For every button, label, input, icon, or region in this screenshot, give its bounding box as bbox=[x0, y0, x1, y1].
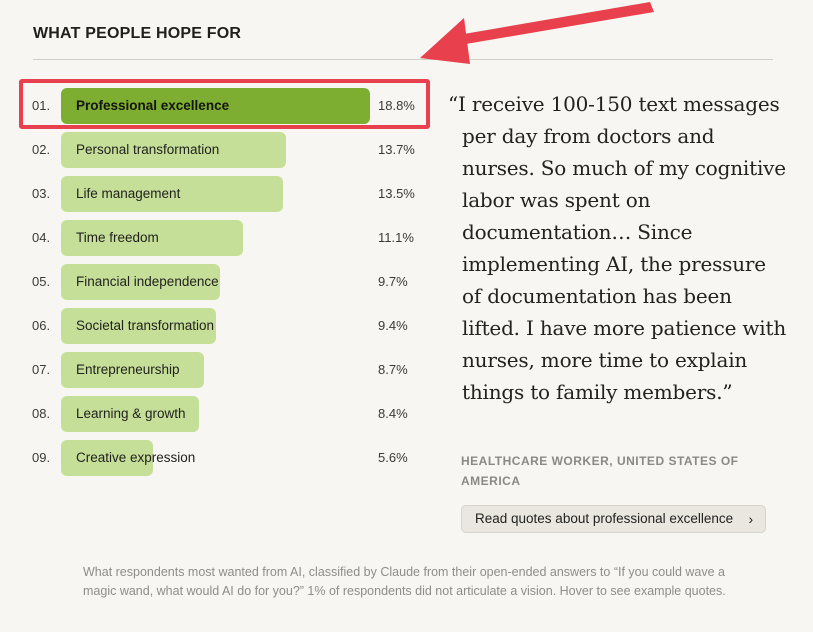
bar-row[interactable]: 02. Personal transformation 13.7% bbox=[0, 132, 440, 168]
bar-label: Life management bbox=[76, 186, 181, 201]
chevron-right-icon: › bbox=[748, 511, 754, 527]
bar-rank: 06. bbox=[32, 318, 51, 333]
bar-rank: 05. bbox=[32, 274, 51, 289]
bar-row[interactable]: 07. Entrepreneurship 8.7% bbox=[0, 352, 440, 388]
bar-label: Personal transformation bbox=[76, 142, 220, 157]
title-divider bbox=[33, 59, 773, 60]
read-quotes-button-label: Read quotes about professional excellenc… bbox=[475, 511, 734, 526]
bar[interactable] bbox=[61, 440, 153, 476]
bar[interactable] bbox=[61, 308, 216, 344]
bar-row[interactable]: 09. Creative expression 5.6% bbox=[0, 440, 440, 476]
bar-value-label: 18.8% bbox=[378, 98, 415, 113]
arrow-head bbox=[420, 18, 470, 64]
bar-label: Entrepreneurship bbox=[76, 362, 180, 377]
bar-value-label: 8.4% bbox=[378, 406, 408, 421]
bar-row[interactable]: 04. Time freedom 11.1% bbox=[0, 220, 440, 256]
bar[interactable] bbox=[61, 220, 243, 256]
quote-text: “I receive 100-150 text messages per day… bbox=[448, 92, 787, 404]
bar-value-label: 8.7% bbox=[378, 362, 408, 377]
bar-rank: 09. bbox=[32, 450, 51, 465]
bar[interactable] bbox=[61, 396, 199, 432]
bar-label: Creative expression bbox=[76, 450, 196, 465]
chart-title: WHAT PEOPLE HOPE FOR bbox=[33, 25, 242, 42]
bar-row[interactable]: 08. Learning & growth 8.4% bbox=[0, 396, 440, 432]
quote-attribution: HEALTHCARE WORKER, UNITED STATES OF AMER… bbox=[461, 454, 739, 488]
bar-rank: 04. bbox=[32, 230, 51, 245]
bar-value-label: 11.1% bbox=[378, 230, 414, 245]
bar-value-label: 13.7% bbox=[378, 142, 415, 157]
bar-value-label: 5.6% bbox=[378, 450, 408, 465]
bar-rank: 03. bbox=[32, 186, 51, 201]
bar-label: Professional excellence bbox=[76, 98, 230, 113]
bar[interactable] bbox=[61, 132, 286, 168]
bar-label: Financial independence bbox=[76, 274, 219, 289]
read-quotes-button[interactable]: Read quotes about professional excellenc… bbox=[461, 505, 767, 533]
bar-row[interactable]: 05. Financial independence 9.7% bbox=[0, 264, 440, 300]
bar-row[interactable]: 06. Societal transformation 9.4% bbox=[0, 308, 440, 344]
selection-highlight-box bbox=[19, 79, 430, 129]
bar[interactable] bbox=[61, 352, 204, 388]
bar[interactable] bbox=[61, 176, 283, 212]
bar-value-label: 9.7% bbox=[378, 274, 408, 289]
bar-rank: 02. bbox=[32, 142, 51, 157]
callout-arrow-icon bbox=[420, 2, 654, 64]
bar-rank: 07. bbox=[32, 362, 51, 377]
bar[interactable] bbox=[61, 264, 220, 300]
bar-row[interactable]: 01. Professional excellence 18.8% bbox=[0, 88, 440, 124]
chart-caption: What respondents most wanted from AI, cl… bbox=[83, 565, 726, 598]
bar-rank: 08. bbox=[32, 406, 51, 421]
bar-label: Learning & growth bbox=[76, 406, 186, 421]
bar-value-label: 9.4% bbox=[378, 318, 408, 333]
bar-value-label: 13.5% bbox=[378, 186, 415, 201]
bar-row[interactable]: 03. Life management 13.5% bbox=[0, 176, 440, 212]
arrow-shaft bbox=[458, 2, 654, 45]
bar-label: Time freedom bbox=[76, 230, 159, 245]
bar-chart: 01. Professional excellence 18.8% 02. Person… bbox=[0, 0, 440, 490]
bar-rank: 01. bbox=[32, 98, 51, 113]
bar[interactable] bbox=[61, 88, 370, 124]
bar-label: Societal transformation bbox=[76, 318, 215, 333]
